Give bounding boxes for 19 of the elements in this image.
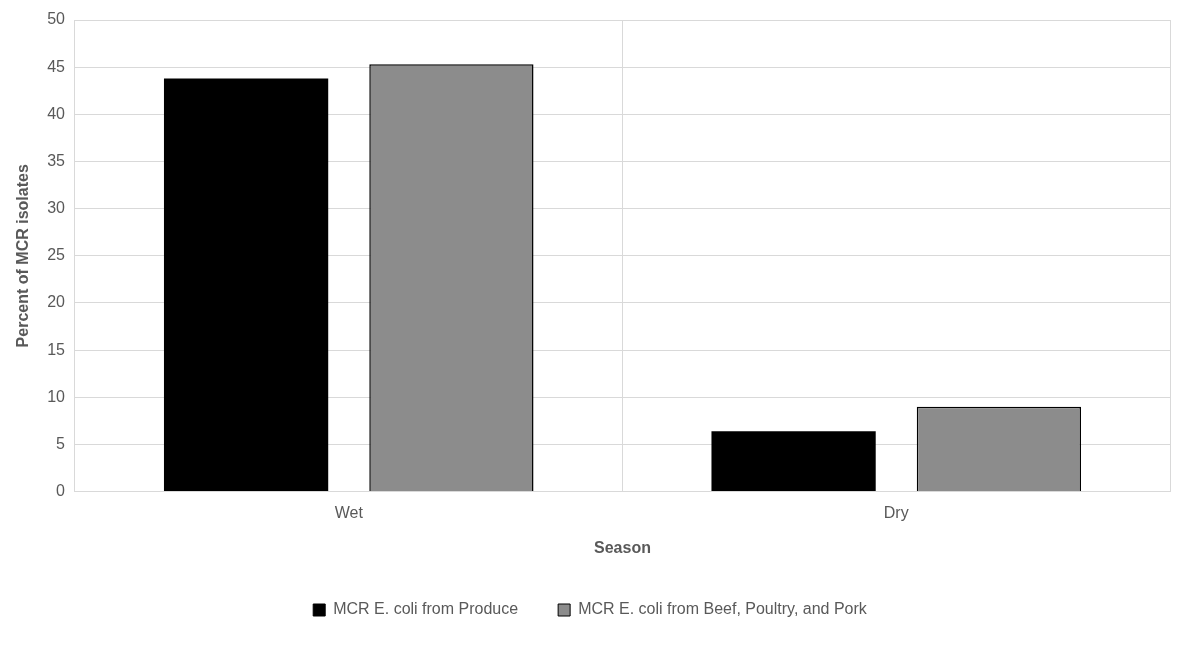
y-tick-label: 10 (47, 387, 66, 405)
y-tick-label: 25 (47, 246, 66, 264)
y-tick-label: 35 (47, 151, 66, 169)
y-tick-label: 0 (56, 482, 66, 500)
bar (711, 431, 876, 492)
y-tick-label: 20 (47, 293, 66, 311)
bar (163, 78, 329, 492)
x-tick-label: Wet (334, 503, 364, 521)
y-tick-label: 5 (56, 434, 66, 452)
y-tick-label: 30 (47, 199, 66, 217)
y-tick-label: 50 (47, 10, 66, 28)
x-tick-label: Dry (883, 503, 909, 521)
y-tick-label: 15 (47, 340, 66, 358)
x-axis-title: Season (594, 538, 651, 556)
legend-label: MCR E. coli from Produce (333, 600, 519, 618)
y-tick-label: 40 (47, 104, 66, 122)
legend-label: MCR E. coli from Beef, Poultry, and Pork (578, 600, 868, 618)
y-axis-title: Percent of MCR isolates (14, 164, 32, 348)
y-tick-label: 45 (47, 57, 66, 75)
